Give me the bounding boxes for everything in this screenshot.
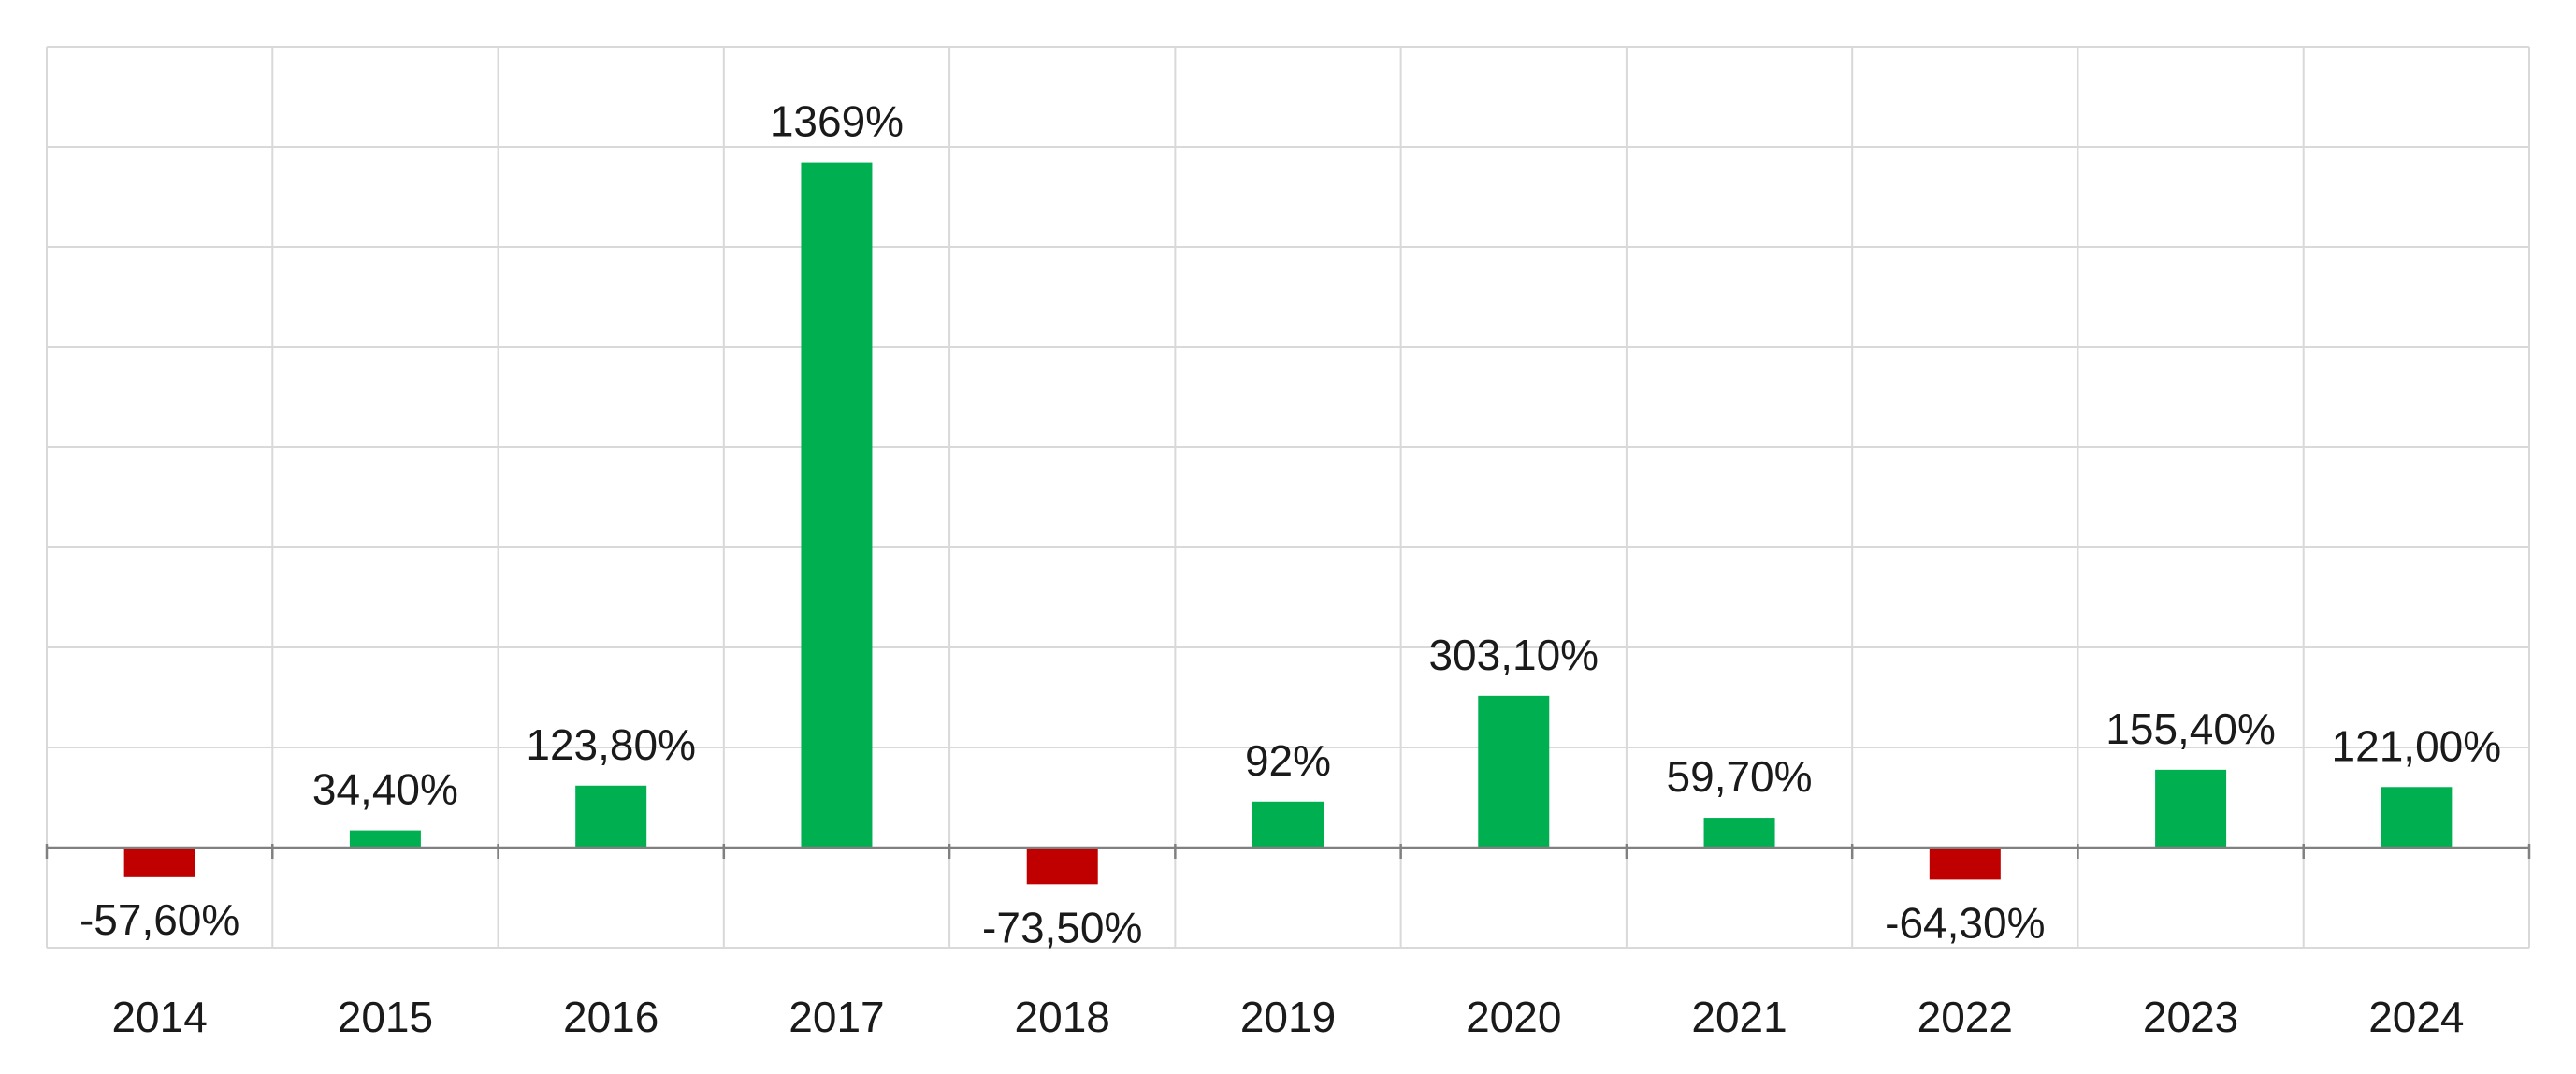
data-label-2019: 92%: [1245, 736, 1331, 785]
data-label-2021: 59,70%: [1667, 752, 1813, 801]
bar-2024: [2381, 787, 2453, 848]
bar-2015: [349, 830, 421, 848]
bar-2019: [1252, 801, 1324, 848]
data-label-2022: -64,30%: [1885, 898, 2045, 947]
category-label-2021: 2021: [1691, 993, 1787, 1041]
data-labels: -57,60% 34,40% 123,80% 1369% -73,50% 92% 303,1…: [80, 97, 2501, 952]
bar-2022: [1929, 848, 2001, 880]
category-label-2020: 2020: [1466, 993, 1561, 1041]
bar-2020: [1478, 695, 1550, 848]
bar-2014: [123, 848, 195, 877]
bar-2016: [575, 785, 647, 848]
category-label-2017: 2017: [789, 993, 884, 1041]
category-label-2022: 2022: [1918, 993, 2013, 1041]
data-label-2020: 303,10%: [1428, 631, 1599, 679]
data-label-2018: -73,50%: [982, 903, 1142, 951]
bar-2023: [2155, 769, 2227, 848]
gridlines: [46, 46, 2530, 949]
data-label-2015: 34,40%: [312, 765, 458, 814]
x-axis: [45, 844, 2531, 859]
data-label-2014: -57,60%: [80, 895, 239, 944]
category-labels: 2014 2015 2016 2017 2018 2019 2020 2021 2022 2023…: [111, 993, 2464, 1041]
bar-2017: [801, 162, 873, 848]
category-label-2016: 2016: [563, 993, 658, 1041]
category-label-2018: 2018: [1015, 993, 1110, 1041]
bar-2021: [1703, 818, 1775, 848]
category-label-2024: 2024: [2368, 993, 2464, 1041]
data-label-2017: 1369%: [770, 97, 904, 146]
bars: [123, 162, 2453, 885]
bar-2018: [1026, 848, 1098, 885]
data-label-2024: 121,00%: [2332, 721, 2502, 770]
data-label-2016: 123,80%: [526, 720, 696, 769]
category-label-2014: 2014: [111, 993, 207, 1041]
category-label-2023: 2023: [2143, 993, 2238, 1041]
data-label-2023: 155,40%: [2106, 704, 2276, 753]
category-label-2019: 2019: [1240, 993, 1336, 1041]
category-label-2015: 2015: [338, 993, 433, 1041]
